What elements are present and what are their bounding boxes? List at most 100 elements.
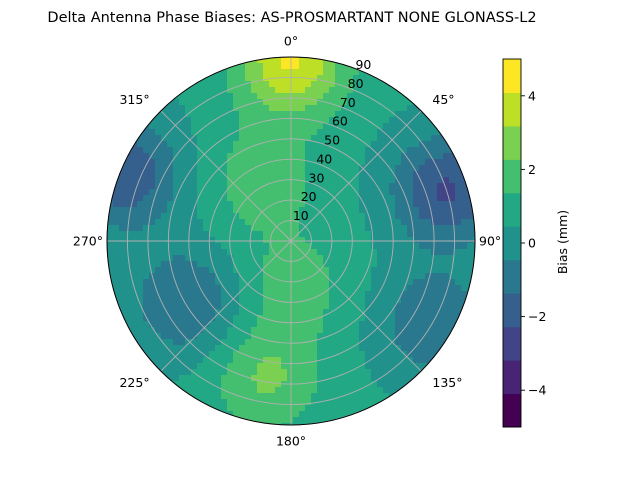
contour-cell <box>227 267 234 274</box>
radial-tick-label: 90 <box>355 57 371 72</box>
contour-cell <box>275 273 282 280</box>
contour-cell <box>269 189 276 196</box>
contour-cell <box>473 237 475 244</box>
contour-cell <box>437 189 444 196</box>
contour-cell <box>317 393 324 400</box>
contour-cell <box>251 177 258 184</box>
contour-cell <box>191 189 198 196</box>
contour-cell <box>329 273 336 280</box>
contour-cell <box>161 99 168 106</box>
contour-cell <box>443 327 450 334</box>
contour-cell <box>461 285 468 292</box>
contour-cell <box>359 303 366 310</box>
contour-cell <box>467 219 474 226</box>
contour-cell <box>365 387 372 394</box>
contour-cell <box>263 315 270 322</box>
contour-cell <box>389 177 396 184</box>
contour-cell <box>191 129 198 136</box>
contour-cell <box>341 81 348 88</box>
contour-cell <box>449 153 456 160</box>
contour-cell <box>197 117 204 124</box>
contour-cell <box>227 405 234 412</box>
contour-cell <box>203 369 210 376</box>
contour-cell <box>149 285 156 292</box>
contour-cell <box>401 345 408 352</box>
contour-cell <box>443 171 450 178</box>
contour-cell <box>143 189 150 196</box>
contour-cell <box>125 309 132 316</box>
contour-cell <box>275 63 282 70</box>
contour-cell <box>353 357 360 364</box>
contour-cell <box>455 267 462 274</box>
contour-cell <box>389 237 396 244</box>
contour-cell <box>317 99 324 106</box>
contour-cell <box>263 339 270 346</box>
contour-cell <box>233 345 240 352</box>
contour-cell <box>215 75 222 82</box>
contour-cell <box>239 231 246 238</box>
contour-cell <box>317 315 324 322</box>
contour-cell <box>155 303 162 310</box>
contour-cell <box>353 231 360 238</box>
contour-cell <box>275 237 282 244</box>
contour-cell <box>401 87 408 94</box>
contour-cell <box>269 87 276 94</box>
contour-cell <box>203 75 210 82</box>
contour-cell <box>353 393 360 400</box>
contour-cell <box>173 309 180 316</box>
contour-cell <box>215 111 222 118</box>
contour-cell <box>281 129 288 136</box>
contour-cell <box>269 111 276 118</box>
contour-cell <box>233 399 240 406</box>
contour-cell <box>311 357 318 364</box>
contour-cell <box>257 363 264 370</box>
contour-cell <box>251 117 258 124</box>
contour-cell <box>263 387 270 394</box>
contour-cell <box>323 231 330 238</box>
contour-cell <box>107 207 114 214</box>
contour-cell <box>323 345 330 352</box>
contour-cell <box>329 393 336 400</box>
colorbar-tick-label: −2 <box>528 309 546 324</box>
contour-cell <box>383 243 390 250</box>
contour-cell <box>239 285 246 292</box>
contour-cell <box>161 273 168 280</box>
contour-cell <box>257 411 264 418</box>
contour-cell <box>383 81 390 88</box>
contour-cell <box>263 69 270 76</box>
contour-cell <box>251 153 258 160</box>
contour-cell <box>275 321 282 328</box>
contour-cell <box>449 177 456 184</box>
contour-cell <box>437 165 444 172</box>
colorbar-segment <box>503 326 521 361</box>
contour-cell <box>257 213 264 220</box>
contour-cell <box>395 309 402 316</box>
contour-cell <box>167 255 174 262</box>
contour-cell <box>119 273 126 280</box>
contour-cell <box>407 345 414 352</box>
contour-cell <box>143 321 150 328</box>
contour-cell <box>191 333 198 340</box>
contour-cell <box>329 345 336 352</box>
contour-cell <box>455 183 462 190</box>
contour-cell <box>161 255 168 262</box>
contour-cell <box>371 171 378 178</box>
contour-cell <box>221 201 228 208</box>
contour-cell <box>215 405 222 412</box>
contour-cell <box>383 159 390 166</box>
contour-cell <box>119 189 126 196</box>
contour-cell <box>221 291 228 298</box>
contour-cell <box>233 207 240 214</box>
contour-cell <box>335 93 342 100</box>
contour-cell <box>335 321 342 328</box>
contour-cell <box>161 345 168 352</box>
contour-cell <box>329 75 336 82</box>
contour-cell <box>215 321 222 328</box>
contour-cell <box>299 123 306 130</box>
contour-cell <box>353 279 360 286</box>
contour-cell <box>257 105 264 112</box>
contour-cell <box>359 393 366 400</box>
contour-cell <box>323 399 330 406</box>
contour-cell <box>197 189 204 196</box>
contour-cell <box>413 357 420 364</box>
